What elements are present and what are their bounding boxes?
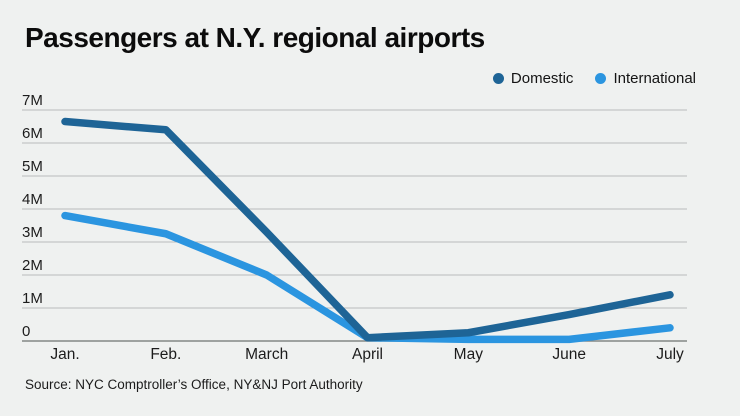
legend-label-domestic: Domestic [510,70,574,87]
y-tick-label-3M: 3M [22,224,43,241]
legend-item-domestic: Domestic [492,70,574,87]
y-tick-label-4M: 4M [22,191,43,208]
y-tick-label-6M: 6M [22,125,43,142]
y-tick-label-1M: 1M [22,290,43,307]
x-tick-label-April: April [352,346,383,363]
domestic-legend-dot-icon [492,73,504,84]
x-tick-label-May: May [454,346,484,363]
international-legend-dot-icon [595,73,607,84]
chart-title: Passengers at N.Y. regional airports [25,22,485,53]
x-tick-label-Jan.: Jan. [50,346,79,363]
y-tick-label-2M: 2M [22,257,43,274]
legend-item-international: International [595,70,696,87]
x-tick-label-June: June [552,346,586,363]
y-tick-label-5M: 5M [22,158,43,175]
y-tick-label-7M: 7M [22,92,43,109]
y-tick-label-0: 0 [22,323,30,340]
x-tick-label-July: July [656,346,684,363]
domestic-line [61,117,674,342]
legend: Domestic International [492,70,696,87]
x-tick-label-March: March [245,346,288,363]
legend-label-international: International [613,70,696,87]
x-tick-label-Feb.: Feb. [150,346,181,363]
source-note: Source: NYC Comptroller’s Office, NY&NJ … [25,377,363,392]
international-line [61,211,674,344]
